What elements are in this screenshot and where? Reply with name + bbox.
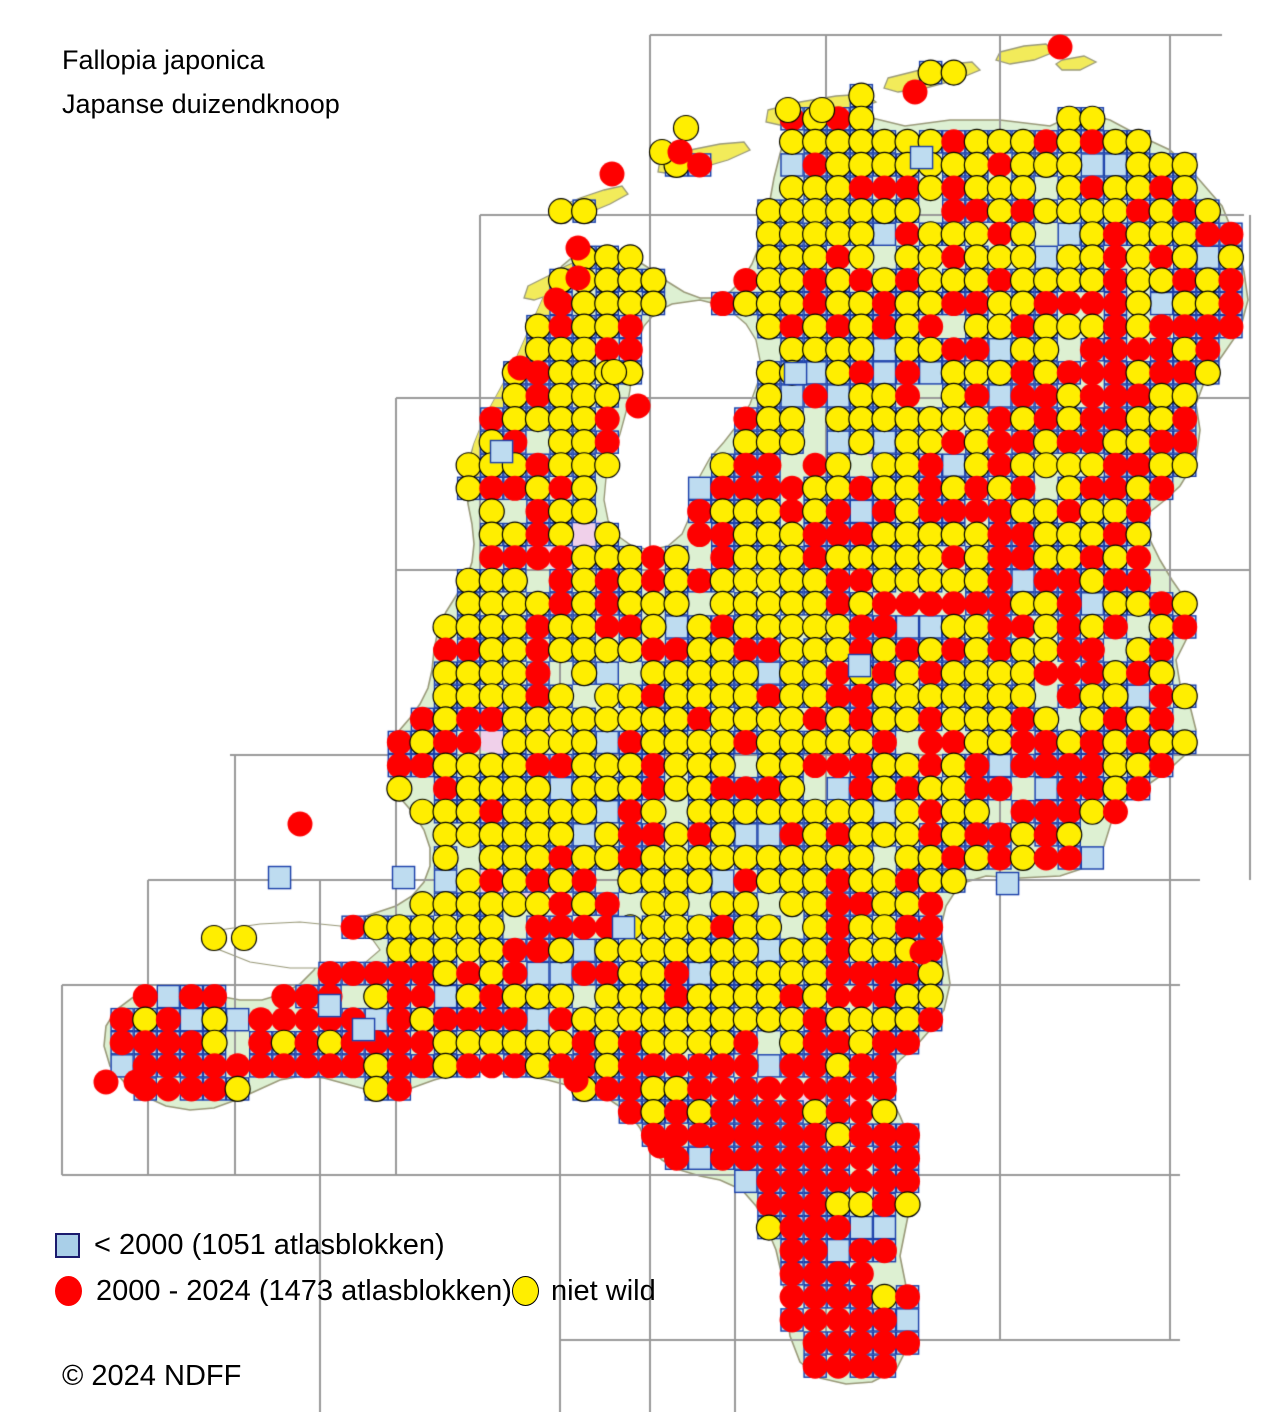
- scientific-name: Fallopia japonica: [62, 45, 265, 75]
- legend-row-recent: 2000 - 2024 (1473 atlasblokken) niet wil…: [55, 1268, 656, 1314]
- map-legend: < 2000 (1051 atlasblokken) 2000 - 2024 (…: [55, 1222, 656, 1314]
- legend-label-recent: 2000 - 2024 (1473 atlasblokken): [96, 1274, 512, 1307]
- common-name: Japanse duizendknoop: [62, 89, 340, 119]
- map-title-block: Fallopia japonica Japanse duizendknoop: [62, 38, 340, 126]
- copyright-notice: © 2024 NDFF: [62, 1360, 242, 1392]
- legend-label-notwild: niet wild: [550, 1274, 656, 1307]
- red-circle-icon: [55, 1276, 82, 1306]
- yellow-circle-icon: [511, 1276, 539, 1306]
- legend-label-pre2000: < 2000 (1051 atlasblokken): [94, 1228, 445, 1261]
- light-blue-square-icon: [55, 1232, 80, 1258]
- legend-row-pre2000: < 2000 (1051 atlasblokken): [55, 1222, 656, 1268]
